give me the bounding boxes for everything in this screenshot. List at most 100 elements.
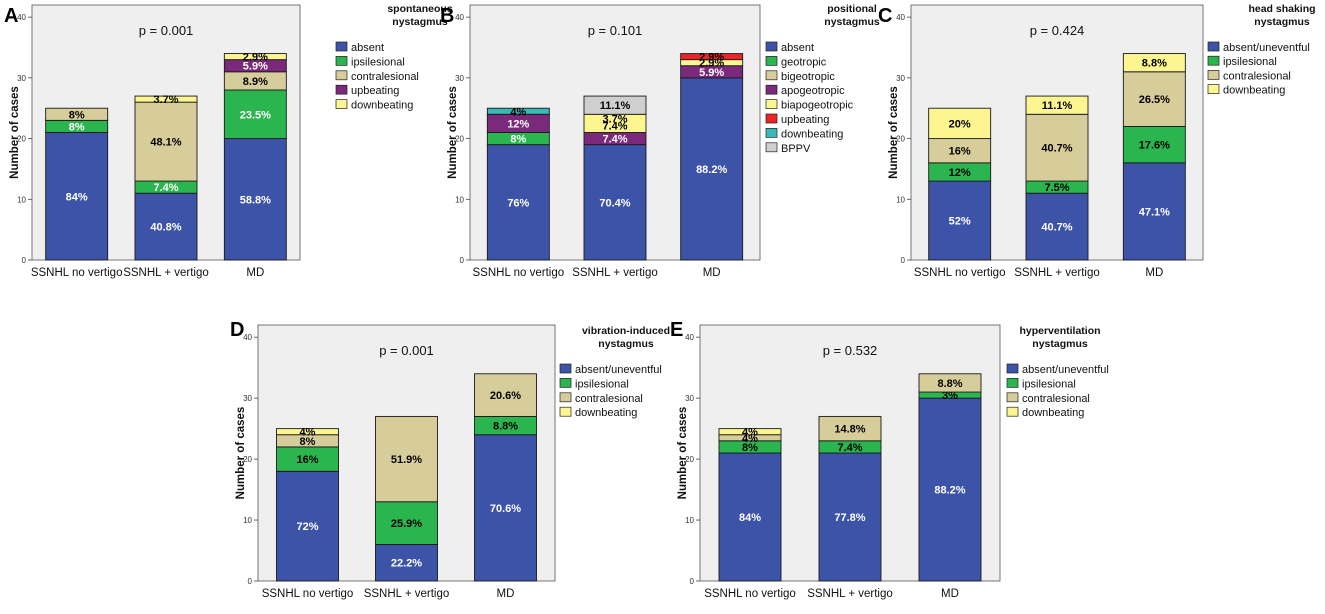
y-tick-label: 30 bbox=[243, 394, 252, 403]
bar-segment-contralesional bbox=[474, 373, 537, 417]
data-label: 12% bbox=[949, 167, 971, 179]
x-tick-label: SSNHL no vertigo bbox=[473, 267, 565, 279]
data-label: 8% bbox=[300, 436, 316, 448]
legend-swatch-absent-uneventful bbox=[559, 363, 572, 374]
legend-swatch-apogeotropic bbox=[765, 84, 778, 95]
data-label: 2.9% bbox=[243, 52, 268, 64]
data-label: 7.4% bbox=[602, 120, 627, 132]
y-tick-label: 0 bbox=[460, 256, 465, 265]
y-axis-label: Number of cases bbox=[677, 407, 689, 500]
data-label: 8.8% bbox=[1142, 58, 1167, 70]
legend-label: upbeating bbox=[781, 114, 829, 126]
bar-segment-downbeating bbox=[486, 107, 550, 115]
data-label: 11.1% bbox=[600, 100, 631, 112]
legend-label: absent bbox=[351, 42, 384, 54]
legend-label: biapogeotropic bbox=[781, 100, 854, 112]
legend-swatch-downbeating bbox=[559, 406, 572, 417]
legend-swatch-bppv bbox=[765, 142, 778, 153]
bar-segment-ipsilesional bbox=[223, 89, 287, 140]
legend-swatch-contralesional bbox=[1207, 70, 1220, 80]
y-tick-label: 0 bbox=[690, 577, 695, 586]
y-tick-label: 0 bbox=[901, 256, 906, 265]
data-label: 58.8% bbox=[240, 194, 271, 206]
legend-swatch-ipsilesional bbox=[559, 378, 572, 388]
p-value-annotation: p = 0.001 bbox=[139, 23, 194, 38]
data-label: 88.2% bbox=[934, 485, 965, 497]
data-label: 20.6% bbox=[490, 390, 521, 402]
data-label: 26.5% bbox=[1139, 94, 1170, 106]
data-label: 70.4% bbox=[599, 197, 630, 209]
legend-title: nystagmus bbox=[1032, 338, 1088, 350]
legend-swatch-contralesional bbox=[335, 70, 348, 81]
y-axis-label: Number of cases bbox=[888, 86, 900, 179]
bar-segment-absent-uneventful bbox=[276, 470, 339, 582]
legend-label: ipsilesional bbox=[1022, 378, 1076, 390]
data-label: 11.1% bbox=[1042, 100, 1073, 112]
x-tick-label: SSNHL + vertigo bbox=[364, 588, 450, 600]
data-label: 2.9% bbox=[699, 58, 724, 70]
legend-swatch-ipsilesional bbox=[1207, 55, 1220, 66]
legend-label: ipsilesional bbox=[575, 378, 629, 390]
y-tick-label: 30 bbox=[896, 74, 905, 83]
x-tick-label: SSNHL + vertigo bbox=[807, 588, 893, 600]
bar-segment-absent-uneventful bbox=[1122, 162, 1186, 261]
bar-segment-absent bbox=[486, 144, 550, 261]
legend-label: absent/uneventful bbox=[1022, 364, 1109, 376]
x-tick-label: SSNHL + vertigo bbox=[572, 267, 658, 279]
y-tick-label: 20 bbox=[455, 135, 464, 144]
y-tick-label: 0 bbox=[22, 256, 27, 265]
legend-swatch-downbeating bbox=[1006, 406, 1019, 417]
bar-segment-contralesional bbox=[928, 138, 992, 164]
bar-segment-absent bbox=[45, 132, 109, 261]
bar-segment-absent-uneventful bbox=[375, 543, 438, 582]
data-label: 12% bbox=[507, 118, 529, 130]
y-tick-label: 20 bbox=[685, 455, 694, 464]
y-tick-label: 40 bbox=[17, 13, 26, 22]
data-label: 16% bbox=[949, 146, 971, 158]
y-axis-label: Number of cases bbox=[235, 407, 247, 500]
data-label: 51.9% bbox=[391, 454, 422, 466]
bar-segment-absent-uneventful bbox=[718, 452, 782, 582]
legend-label: contralesional bbox=[1223, 70, 1291, 82]
data-label: 3.7% bbox=[602, 113, 627, 125]
bar-segment-downbeating bbox=[134, 95, 198, 103]
data-label: 70.6% bbox=[490, 503, 521, 515]
bar-segment-downbeating bbox=[1025, 95, 1089, 115]
legend-swatch-absent bbox=[765, 41, 778, 52]
data-label: 25.9% bbox=[391, 518, 422, 530]
data-label: 88.2% bbox=[696, 164, 727, 176]
data-label: 48.1% bbox=[150, 137, 181, 149]
bar-segment-contralesional bbox=[1122, 71, 1186, 127]
data-label: 40.7% bbox=[1041, 222, 1072, 234]
legend-swatch-ipsilesional bbox=[335, 56, 348, 66]
legend-label: absent/uneventful bbox=[1223, 42, 1310, 54]
data-label: 7.4% bbox=[153, 182, 178, 194]
legend-title: nystagmus bbox=[824, 16, 880, 28]
y-tick-label: 10 bbox=[685, 516, 694, 525]
legend-label: ipsilesional bbox=[351, 56, 405, 68]
bar-segment-downbeating bbox=[223, 53, 287, 61]
data-label: 2.9% bbox=[699, 52, 724, 64]
bar-segment-contralesional bbox=[134, 101, 198, 182]
y-tick-label: 20 bbox=[896, 135, 905, 144]
y-tick-label: 30 bbox=[17, 74, 26, 83]
panel-letter: D bbox=[230, 319, 244, 341]
data-label: 8% bbox=[69, 109, 85, 121]
data-label: 3.7% bbox=[153, 94, 178, 106]
data-label: 8% bbox=[742, 442, 758, 454]
legend-label: absent bbox=[781, 42, 814, 54]
legend-swatch-contralesional bbox=[559, 392, 572, 403]
data-label: 5.9% bbox=[699, 67, 724, 79]
panel-letter: C bbox=[878, 5, 892, 27]
data-label: 52% bbox=[949, 216, 971, 228]
legend-label: downbeating bbox=[351, 100, 413, 112]
data-label: 77.8% bbox=[834, 512, 865, 524]
legend-swatch-biapogeotropic bbox=[765, 99, 778, 109]
legend-swatch-upbeating bbox=[765, 113, 778, 124]
data-label: 84% bbox=[66, 191, 88, 203]
bar-segment-absent bbox=[680, 77, 744, 261]
p-value-annotation: p = 0.001 bbox=[379, 343, 434, 358]
legend-title: vibration-induced bbox=[582, 325, 670, 337]
x-tick-label: SSNHL no vertigo bbox=[914, 267, 1006, 279]
x-tick-label: SSNHL + vertigo bbox=[123, 267, 209, 279]
